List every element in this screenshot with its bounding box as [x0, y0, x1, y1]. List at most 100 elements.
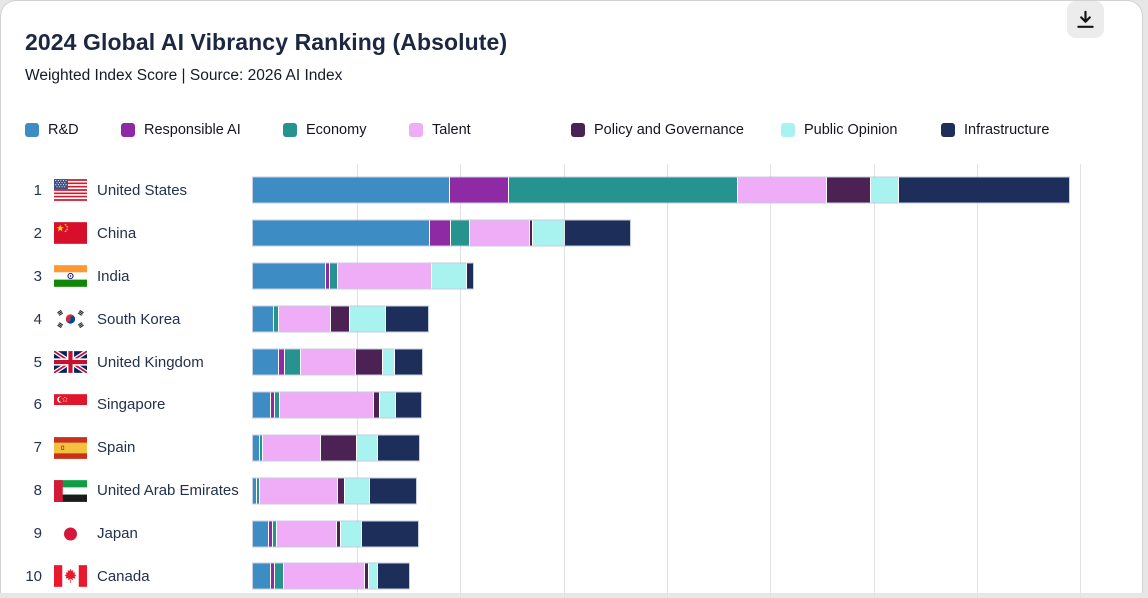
stacked-bar-china[interactable]: [253, 220, 630, 246]
bar-segment-responsible-ai[interactable]: [271, 392, 274, 418]
bar-segment-responsible-ai[interactable]: [450, 177, 508, 203]
bar-segment-public-opinion[interactable]: [432, 263, 466, 289]
bar-segment-policy-and-governance[interactable]: [356, 349, 382, 375]
rank-label: 8: [33, 482, 42, 500]
bar-segment-policy-and-governance[interactable]: [338, 478, 344, 504]
flag-us-icon: [54, 179, 87, 202]
download-button[interactable]: [1067, 1, 1104, 38]
bar-segment-randd[interactable]: [253, 220, 429, 246]
legend-item-economy[interactable]: Economy: [283, 122, 366, 138]
bar-segment-randd[interactable]: [253, 349, 278, 375]
bar-segment-policy-and-governance[interactable]: [374, 392, 379, 418]
bar-segment-infrastructure[interactable]: [378, 563, 409, 589]
bar-segment-public-opinion[interactable]: [871, 177, 898, 203]
flag-es-icon: [54, 436, 87, 459]
bar-segment-responsible-ai[interactable]: [271, 563, 274, 589]
bar-segment-talent[interactable]: [260, 478, 337, 504]
bar-segment-infrastructure[interactable]: [467, 263, 473, 289]
bar-segment-randd[interactable]: [253, 435, 259, 461]
bar-segment-talent[interactable]: [263, 435, 320, 461]
bar-segment-randd[interactable]: [253, 177, 449, 203]
legend-item-public-opinion[interactable]: Public Opinion: [781, 122, 898, 138]
bar-segment-infrastructure[interactable]: [386, 306, 428, 332]
bar-segment-public-opinion[interactable]: [369, 563, 377, 589]
bar-segment-policy-and-governance[interactable]: [827, 177, 870, 203]
bar-segment-talent[interactable]: [284, 563, 364, 589]
table-row: 10 Canada: [1, 555, 1142, 598]
stacked-bar-united-arab-emirates[interactable]: [253, 478, 416, 504]
bar-segment-infrastructure[interactable]: [565, 220, 630, 246]
stacked-bar-spain[interactable]: [253, 435, 419, 461]
bar-segment-talent[interactable]: [280, 392, 373, 418]
bar-segment-economy[interactable]: [273, 521, 276, 547]
bar-segment-public-opinion[interactable]: [350, 306, 385, 332]
bar-segment-infrastructure[interactable]: [362, 521, 418, 547]
country-label: South Korea: [97, 310, 181, 328]
bar-segment-policy-and-governance[interactable]: [331, 306, 349, 332]
table-row: 4 South Korea: [1, 298, 1142, 341]
table-row: 2 China: [1, 212, 1142, 255]
bar-segment-economy[interactable]: [257, 478, 259, 504]
bar-segment-economy[interactable]: [285, 349, 300, 375]
bar-segment-talent[interactable]: [338, 263, 431, 289]
stacked-bar-india[interactable]: [253, 263, 473, 289]
bar-segment-economy[interactable]: [260, 435, 262, 461]
legend-item-responsible-ai[interactable]: Responsible AI: [121, 122, 241, 138]
legend-item-randd[interactable]: R&D: [25, 122, 79, 138]
stacked-bar-singapore[interactable]: [253, 392, 421, 418]
bar-segment-economy[interactable]: [275, 392, 279, 418]
bar-segment-infrastructure[interactable]: [395, 349, 422, 375]
stacked-bar-japan[interactable]: [253, 521, 418, 547]
bar-segment-public-opinion[interactable]: [380, 392, 395, 418]
bar-segment-policy-and-governance[interactable]: [365, 563, 368, 589]
bar-segment-economy[interactable]: [330, 263, 337, 289]
bar-segment-randd[interactable]: [253, 392, 270, 418]
rank-label: 1: [33, 181, 42, 199]
bar-segment-infrastructure[interactable]: [899, 177, 1069, 203]
bar-segment-economy[interactable]: [451, 220, 469, 246]
bar-segment-responsible-ai[interactable]: [326, 263, 329, 289]
bar-segment-randd[interactable]: [253, 263, 325, 289]
bar-segment-economy[interactable]: [509, 177, 737, 203]
legend-item-talent[interactable]: Talent: [409, 122, 471, 138]
stacked-bar-south-korea[interactable]: [253, 306, 428, 332]
bar-segment-economy[interactable]: [274, 306, 278, 332]
bar-segment-randd[interactable]: [253, 521, 268, 547]
bar-segment-public-opinion[interactable]: [533, 220, 564, 246]
bar-segment-talent[interactable]: [279, 306, 330, 332]
legend-label: Economy: [306, 122, 367, 138]
bar-segment-public-opinion[interactable]: [383, 349, 394, 375]
bar-segment-policy-and-governance[interactable]: [530, 220, 532, 246]
bar-segment-randd[interactable]: [253, 306, 273, 332]
country-label: Singapore: [97, 396, 166, 414]
stacked-bar-canada[interactable]: [253, 563, 409, 589]
bar-segment-policy-and-governance[interactable]: [337, 521, 340, 547]
bar-segment-responsible-ai[interactable]: [269, 521, 272, 547]
bar-segment-responsible-ai[interactable]: [430, 220, 450, 246]
bar-segment-public-opinion[interactable]: [357, 435, 377, 461]
country-label: Japan: [97, 525, 138, 543]
flag-jp-icon: [54, 522, 87, 545]
bar-segment-randd[interactable]: [253, 478, 256, 504]
legend-item-policy-and-governance[interactable]: Policy and Governance: [571, 122, 744, 138]
bar-segment-economy[interactable]: [275, 563, 283, 589]
bar-segment-randd[interactable]: [253, 563, 270, 589]
bar-segment-infrastructure[interactable]: [370, 478, 416, 504]
stacked-bar-united-states[interactable]: [253, 177, 1069, 203]
bar-segment-talent[interactable]: [277, 521, 336, 547]
chart-subtitle: Weighted Index Score | Source: 2026 AI I…: [25, 67, 343, 84]
flag-cn-icon: [54, 222, 87, 245]
bar-segment-infrastructure[interactable]: [378, 435, 419, 461]
bar-segment-public-opinion[interactable]: [341, 521, 361, 547]
bar-segment-talent[interactable]: [470, 220, 529, 246]
bar-segment-policy-and-governance[interactable]: [321, 435, 356, 461]
stacked-bar-united-kingdom[interactable]: [253, 349, 422, 375]
bar-segment-public-opinion[interactable]: [345, 478, 369, 504]
bar-segment-responsible-ai[interactable]: [279, 349, 284, 375]
table-row: 6 Singapore: [1, 383, 1142, 426]
download-icon: [1075, 9, 1096, 30]
bar-segment-talent[interactable]: [738, 177, 826, 203]
legend-item-infrastructure[interactable]: Infrastructure: [941, 122, 1049, 138]
bar-segment-infrastructure[interactable]: [396, 392, 421, 418]
bar-segment-talent[interactable]: [301, 349, 355, 375]
